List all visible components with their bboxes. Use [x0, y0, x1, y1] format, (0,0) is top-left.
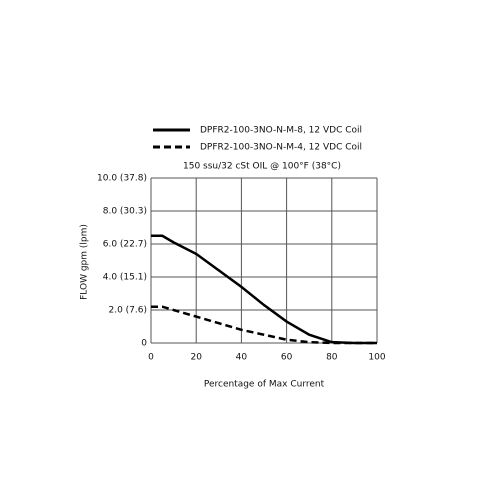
y-tick-label: 0: [141, 339, 147, 349]
y-tick-label: 2.0 (7.6): [108, 306, 147, 316]
y-axis-label: FLOW gpm (lpm): [80, 224, 90, 300]
x-tick-label: 40: [236, 353, 248, 363]
chart-subtitle: 150 ssu/32 cSt OIL @ 100°F (38°C): [183, 162, 341, 172]
y-tick-label: 4.0 (15.1): [103, 273, 147, 283]
x-tick-label: 0: [148, 353, 154, 363]
x-tick-label: 80: [326, 353, 338, 363]
x-tick-label: 60: [281, 353, 293, 363]
legend-label: DPFR2-100-3NO-N-M-4, 12 VDC Coil: [200, 143, 362, 153]
x-axis-label: Percentage of Max Current: [204, 380, 325, 390]
y-tick-label: 10.0 (37.8): [97, 174, 147, 184]
y-tick-label: 6.0 (22.7): [103, 240, 147, 250]
y-tick-label: 8.0 (30.3): [103, 207, 147, 217]
x-tick-label: 100: [368, 353, 385, 363]
legend-label: DPFR2-100-3NO-N-M-8, 12 VDC Coil: [200, 126, 362, 136]
x-tick-label: 20: [190, 353, 202, 363]
series-line: [151, 305, 377, 345]
